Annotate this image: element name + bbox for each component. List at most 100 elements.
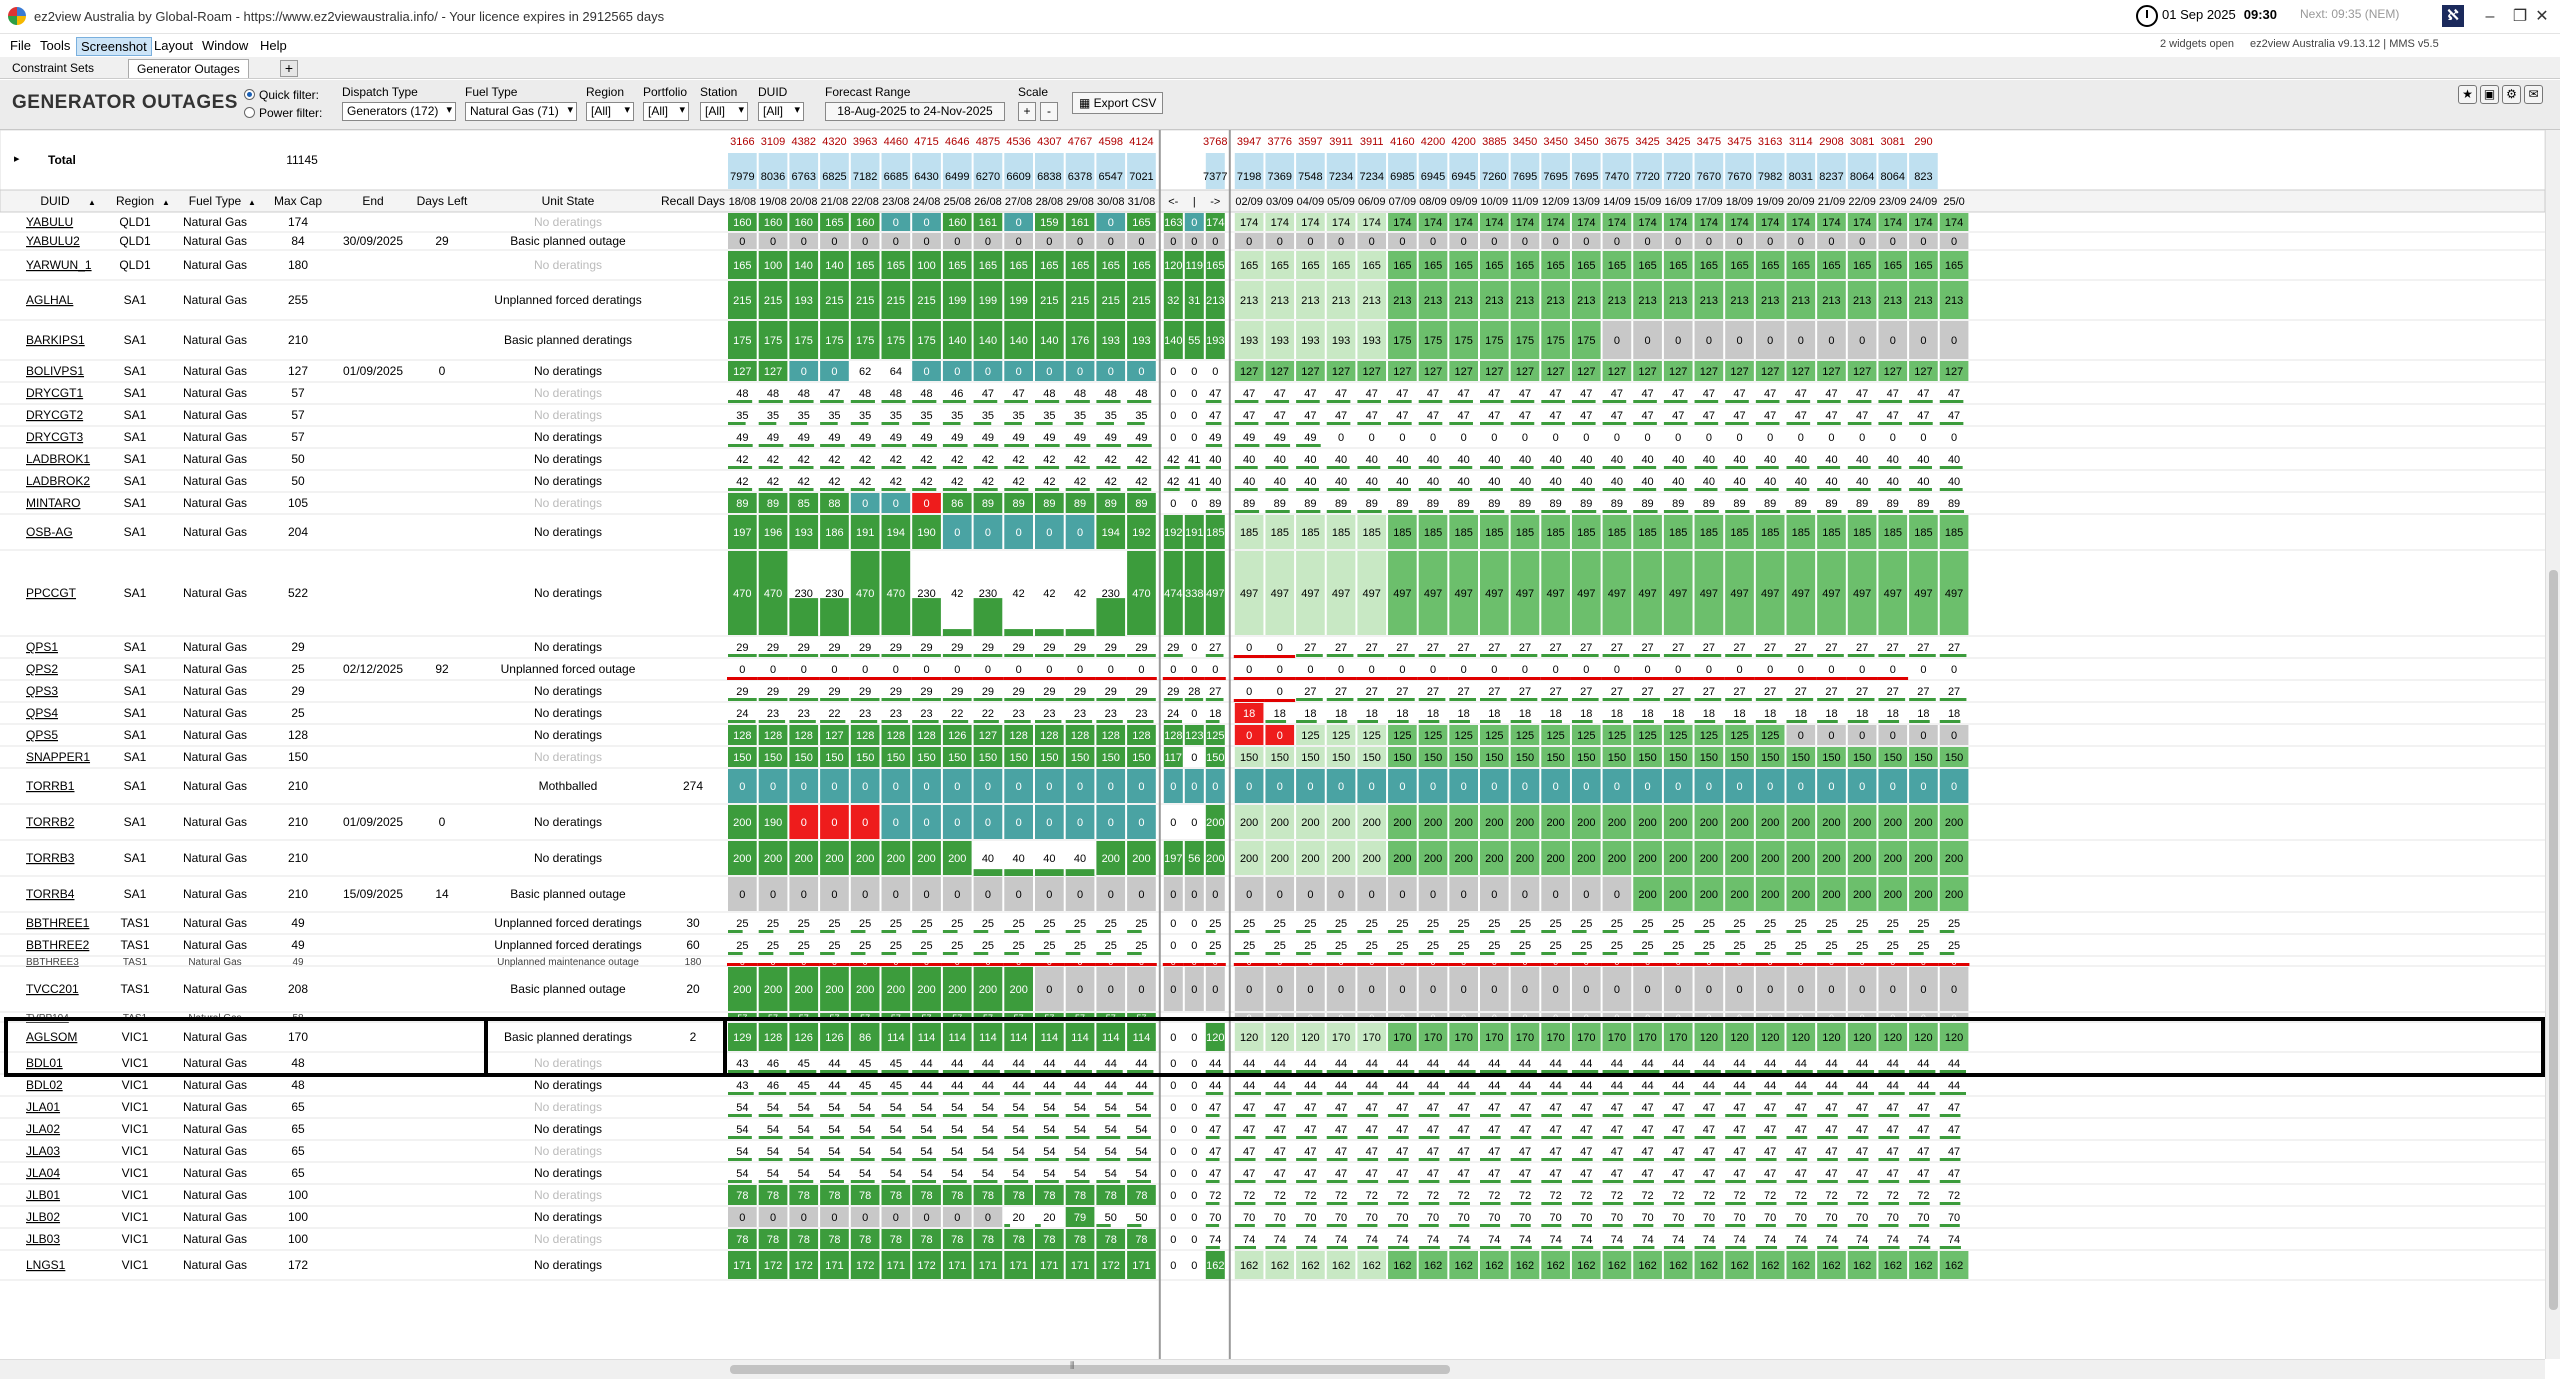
nav-header[interactable]: |: [1193, 196, 1196, 208]
date-header[interactable]: 20/08: [790, 196, 818, 208]
duid-link[interactable]: BOLIVPS1: [26, 364, 84, 378]
date-header[interactable]: 04/09: [1297, 196, 1325, 208]
date-header[interactable]: 31/08: [1128, 196, 1156, 208]
column-header-end[interactable]: End: [362, 194, 383, 208]
duid-select[interactable]: [All]: [758, 102, 804, 121]
favourite-icon[interactable]: ★: [2458, 85, 2477, 104]
forecast-range-picker[interactable]: 18-Aug-2025 to 24-Nov-2025: [825, 102, 1005, 121]
screenshot-icon[interactable]: ▣: [2480, 85, 2499, 104]
minimize-button[interactable]: –: [2485, 8, 2495, 25]
date-header[interactable]: 17/09: [1695, 196, 1723, 208]
scale-plus-button[interactable]: +: [1018, 102, 1036, 121]
date-header[interactable]: 24/09: [1910, 196, 1938, 208]
date-header[interactable]: 25/0: [1943, 196, 1964, 208]
menu-file[interactable]: File: [10, 38, 31, 53]
station-select[interactable]: [All]: [700, 102, 748, 121]
duid-link[interactable]: JLA04: [26, 1166, 60, 1180]
menu-window[interactable]: Window: [202, 38, 249, 53]
date-header[interactable]: 11/09: [1512, 196, 1539, 208]
duid-link[interactable]: JLA01: [26, 1100, 60, 1114]
quick-filter-radio[interactable]: Quick filter:: [244, 88, 319, 102]
date-header[interactable]: 13/09: [1573, 196, 1601, 208]
duid-link[interactable]: DRYCGT1: [26, 386, 83, 400]
duid-link[interactable]: JLA03: [26, 1144, 60, 1158]
duid-link[interactable]: LADBROK2: [26, 474, 90, 488]
duid-link[interactable]: YABULU: [26, 215, 73, 229]
vertical-scrollbar[interactable]: [2545, 130, 2560, 1359]
date-header[interactable]: 06/09: [1358, 196, 1386, 208]
date-header[interactable]: 30/08: [1097, 196, 1125, 208]
duid-link[interactable]: LADBROK1: [26, 452, 90, 466]
message-icon[interactable]: ✉: [2524, 85, 2543, 104]
duid-link[interactable]: TORRB3: [26, 851, 75, 865]
date-header[interactable]: 27/08: [1005, 196, 1033, 208]
region-select[interactable]: [All]: [586, 102, 634, 121]
date-header[interactable]: 09/09: [1450, 196, 1478, 208]
date-header[interactable]: 21/08: [821, 196, 849, 208]
date-header[interactable]: 02/09: [1235, 196, 1263, 208]
duid-link[interactable]: OSB-AG: [26, 525, 73, 539]
column-header-fuel[interactable]: Fuel Type: [189, 194, 242, 208]
duid-link[interactable]: BBTHREE1: [26, 916, 90, 930]
column-header-state[interactable]: Unit State: [542, 194, 595, 208]
duid-link[interactable]: JLA02: [26, 1122, 60, 1136]
column-header-recall[interactable]: Recall Days: [661, 194, 725, 208]
column-header-duid[interactable]: DUID: [40, 194, 70, 208]
portfolio-select[interactable]: [All]: [643, 102, 689, 121]
duid-link[interactable]: JLB02: [26, 1210, 60, 1224]
duid-link[interactable]: QPS5: [26, 728, 58, 742]
date-header[interactable]: 24/08: [913, 196, 941, 208]
date-header[interactable]: 19/09: [1756, 196, 1784, 208]
export-csv-button[interactable]: ▦ Export CSV: [1072, 92, 1164, 114]
date-header[interactable]: 29/08: [1066, 196, 1094, 208]
column-header-maxcap[interactable]: Max Cap: [274, 194, 322, 208]
duid-link[interactable]: TORRB1: [26, 779, 75, 793]
duid-link[interactable]: BDL02: [26, 1078, 63, 1092]
duid-link[interactable]: LNGS1: [26, 1258, 66, 1272]
scale-minus-button[interactable]: -: [1040, 102, 1058, 121]
date-header[interactable]: 14/09: [1603, 196, 1631, 208]
duid-link[interactable]: BARKIPS1: [26, 333, 85, 347]
date-header[interactable]: 23/09: [1879, 196, 1907, 208]
expand-icon[interactable]: ▸: [14, 153, 20, 165]
date-header[interactable]: 19/08: [759, 196, 787, 208]
duid-link[interactable]: SNAPPER1: [26, 750, 90, 764]
date-header[interactable]: 08/09: [1419, 196, 1447, 208]
date-header[interactable]: 03/09: [1266, 196, 1294, 208]
date-header[interactable]: 18/09: [1726, 196, 1754, 208]
dispatch-type-select[interactable]: Generators (172): [342, 102, 456, 121]
date-header[interactable]: 12/09: [1542, 196, 1570, 208]
settings-icon[interactable]: ⚙: [2502, 85, 2521, 104]
duid-link[interactable]: AGLHAL: [26, 293, 74, 307]
duid-link[interactable]: DRYCGT2: [26, 408, 83, 422]
clock-icon[interactable]: [2136, 5, 2158, 27]
vertical-scroll-thumb[interactable]: [2549, 570, 2558, 1310]
date-header[interactable]: 26/08: [974, 196, 1002, 208]
date-header[interactable]: 10/09: [1481, 196, 1509, 208]
date-header[interactable]: 25/08: [943, 196, 971, 208]
duid-link[interactable]: TVCC201: [26, 982, 79, 996]
date-header[interactable]: 22/09: [1848, 196, 1876, 208]
duid-link[interactable]: QPS2: [26, 662, 58, 676]
duid-link[interactable]: TORRB4: [26, 887, 75, 901]
horizontal-scroll-thumb[interactable]: ⦀: [730, 1361, 1450, 1374]
menu-tools[interactable]: Tools: [40, 38, 71, 53]
duid-link[interactable]: QPS4: [26, 706, 58, 720]
duid-link[interactable]: MINTARO: [26, 496, 80, 510]
close-button[interactable]: ✕: [2535, 8, 2549, 25]
date-header[interactable]: 28/08: [1036, 196, 1064, 208]
date-header[interactable]: 18/08: [729, 196, 757, 208]
fuel-type-select[interactable]: Natural Gas (71): [465, 102, 577, 121]
date-header[interactable]: 20/09: [1787, 196, 1815, 208]
date-header[interactable]: 23/08: [882, 196, 910, 208]
add-tab-button[interactable]: +: [280, 60, 298, 77]
nav-header[interactable]: ->: [1210, 196, 1220, 208]
duid-link[interactable]: BBTHREE3: [26, 957, 79, 968]
duid-link[interactable]: JLB01: [26, 1188, 60, 1202]
tab-generator-outages[interactable]: Generator Outages: [128, 59, 249, 78]
date-header[interactable]: 07/09: [1389, 196, 1417, 208]
power-filter-radio[interactable]: Power filter:: [244, 106, 322, 120]
duid-link[interactable]: DRYCGT3: [26, 430, 83, 444]
tab-constraint-sets[interactable]: Constraint Sets: [12, 61, 95, 75]
date-header[interactable]: 15/09: [1634, 196, 1662, 208]
